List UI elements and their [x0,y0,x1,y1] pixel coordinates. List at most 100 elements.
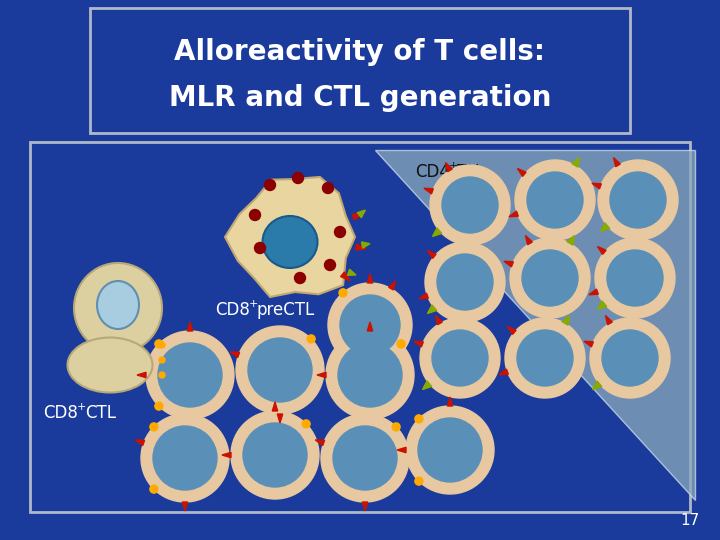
Polygon shape [225,177,355,297]
Polygon shape [182,502,188,511]
Polygon shape [397,447,406,453]
Circle shape [338,343,402,407]
Polygon shape [375,150,695,500]
Circle shape [522,250,578,306]
Circle shape [321,414,409,502]
Circle shape [437,254,493,310]
Circle shape [146,331,234,419]
Circle shape [323,183,333,193]
Ellipse shape [68,338,153,393]
Circle shape [425,242,505,322]
Circle shape [415,415,423,423]
Polygon shape [593,381,602,389]
Circle shape [432,330,488,386]
Polygon shape [589,289,598,295]
Polygon shape [357,210,365,218]
Polygon shape [272,402,278,411]
Polygon shape [341,272,350,281]
Circle shape [515,160,595,240]
Polygon shape [414,341,423,347]
Circle shape [302,420,310,428]
Circle shape [150,485,158,493]
Circle shape [415,477,423,485]
Polygon shape [428,305,436,314]
Text: Alloreactivity of T cells:: Alloreactivity of T cells: [174,38,546,66]
Polygon shape [433,228,441,237]
Polygon shape [277,414,283,423]
Circle shape [406,406,494,494]
Circle shape [236,326,324,414]
Text: MLR and CTL generation: MLR and CTL generation [168,84,552,112]
Polygon shape [367,274,373,283]
Circle shape [335,226,346,238]
Circle shape [231,411,319,499]
Circle shape [430,165,510,245]
Polygon shape [592,183,601,189]
Ellipse shape [74,263,162,353]
Circle shape [159,342,165,348]
Circle shape [250,210,261,220]
Circle shape [333,426,397,490]
Circle shape [254,242,266,253]
Circle shape [590,318,670,398]
Circle shape [159,357,165,363]
Polygon shape [584,341,593,347]
Polygon shape [367,322,373,331]
Circle shape [397,340,405,348]
Circle shape [418,418,482,482]
Circle shape [294,273,305,284]
Circle shape [307,335,315,343]
Polygon shape [613,158,621,167]
Circle shape [264,179,276,191]
Text: +: + [449,161,459,171]
Polygon shape [348,269,356,275]
Ellipse shape [263,216,318,268]
Text: CD4: CD4 [415,163,450,181]
Polygon shape [518,168,526,177]
Circle shape [527,172,583,228]
Polygon shape [423,381,432,389]
Polygon shape [562,315,570,325]
Circle shape [328,283,412,367]
Polygon shape [572,158,580,167]
Polygon shape [504,261,513,267]
Polygon shape [526,235,532,245]
Polygon shape [419,293,428,299]
Polygon shape [315,440,325,445]
Polygon shape [361,242,370,248]
Polygon shape [508,327,516,334]
Polygon shape [137,372,146,377]
Polygon shape [606,315,612,325]
FancyBboxPatch shape [30,142,690,512]
Polygon shape [352,214,363,220]
Circle shape [248,338,312,402]
Text: +: + [249,299,258,309]
Polygon shape [230,352,240,357]
Circle shape [292,172,304,184]
Circle shape [153,426,217,490]
Circle shape [159,372,165,378]
Ellipse shape [97,281,139,329]
Polygon shape [509,211,518,217]
Polygon shape [389,281,395,290]
Circle shape [340,295,400,355]
Circle shape [510,238,590,318]
Text: CD8: CD8 [215,301,250,319]
Polygon shape [428,251,436,258]
Text: CTL: CTL [85,404,116,422]
Polygon shape [567,235,575,245]
Circle shape [243,423,307,487]
Polygon shape [598,301,607,309]
Polygon shape [499,369,508,375]
Circle shape [442,177,498,233]
Circle shape [595,238,675,318]
Polygon shape [135,440,145,445]
Polygon shape [600,223,610,232]
Text: 1: 1 [479,173,486,183]
Circle shape [392,423,400,431]
Circle shape [155,402,163,410]
Polygon shape [356,244,366,250]
Polygon shape [222,453,231,458]
Polygon shape [598,246,606,254]
Circle shape [505,318,585,398]
